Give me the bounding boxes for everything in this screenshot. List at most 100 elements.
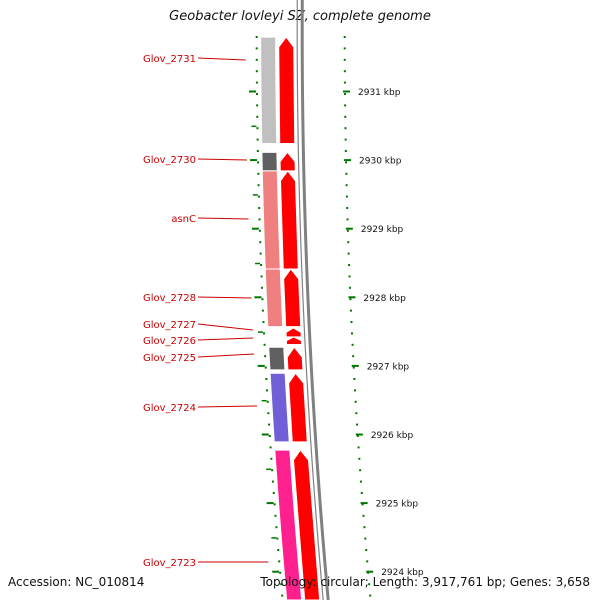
dot-right <box>351 332 354 335</box>
dot-left <box>256 150 259 152</box>
scale-ticks: 2931 kbp 2930 kbp 2929 kbp 2928 kbp 2927 kbp… <box>249 88 424 578</box>
dot-left <box>256 127 259 130</box>
dot-right <box>352 355 355 358</box>
dot-right <box>356 423 359 426</box>
dot-left <box>260 275 263 278</box>
dot-right <box>358 457 361 460</box>
dot-left <box>267 412 270 415</box>
gene-label-Glov_2723: Glov_2723 <box>143 558 196 569</box>
gene-labels: Glov_2731 Glov_2730 asnC Glov_2728 Glov_2727… <box>143 54 269 569</box>
dot-left <box>273 503 276 506</box>
dot-left <box>258 207 261 209</box>
dot-right <box>345 184 348 187</box>
dot-right <box>348 286 351 289</box>
gene-arrow-asnC <box>280 170 299 270</box>
dot-right <box>347 252 350 255</box>
cog-track <box>260 36 303 600</box>
dot-left <box>268 435 271 437</box>
gene-label-Glov_2724: Glov_2724 <box>143 403 196 414</box>
gene-label-asnC: asnC <box>171 214 196 225</box>
cog-block-Glov_2725 <box>268 346 286 371</box>
dot-right <box>357 446 360 449</box>
gene-label-Glov_2730: Glov_2730 <box>143 155 196 166</box>
dot-right <box>365 549 368 551</box>
dot-left <box>261 309 264 312</box>
dot-right <box>344 138 347 141</box>
dot-right <box>349 309 352 312</box>
leader-line <box>197 337 254 341</box>
dot-right <box>354 389 357 392</box>
dot-right <box>344 104 347 107</box>
gene-arrow-Glov_2731 <box>278 36 296 144</box>
dot-right <box>355 412 358 415</box>
scale-label: 2927 kbp <box>367 362 410 372</box>
dot-right <box>351 343 354 346</box>
scale-label: 2928 kbp <box>363 294 406 304</box>
dot-right <box>354 400 357 403</box>
dot-right <box>345 195 348 198</box>
accession-text: Accession: NC_010814 <box>8 575 145 589</box>
backbone-inner <box>296 0 324 600</box>
dot-right <box>343 47 346 50</box>
dot-right <box>344 150 347 152</box>
dot-left <box>255 47 258 50</box>
scale-label: 2930 kbp <box>359 157 402 167</box>
dot-left <box>265 378 268 380</box>
gene-arrow-Glov_2728 <box>283 268 302 328</box>
scale-label: 2931 kbp <box>358 88 401 98</box>
dot-left <box>255 58 258 61</box>
gene-arrow-track <box>278 36 321 600</box>
dot-left <box>271 469 274 472</box>
dot-left <box>275 526 278 529</box>
dot-left <box>274 514 277 517</box>
dot-right <box>346 207 349 209</box>
dot-left <box>259 252 262 255</box>
dot-left <box>271 480 274 483</box>
dot-left <box>257 172 260 175</box>
dot-right <box>343 36 346 38</box>
dot-left <box>259 241 262 244</box>
dot-left <box>255 36 258 38</box>
dot-left <box>256 104 259 107</box>
dot-right <box>361 503 364 506</box>
dot-left <box>256 93 259 95</box>
dot-left <box>263 343 266 346</box>
cog-block-Glov_2724 <box>269 372 290 443</box>
gene-arrow-Glov_2723 <box>292 449 321 600</box>
scale-label: 2925 kbp <box>376 500 419 510</box>
leader-line <box>197 296 252 299</box>
dot-left <box>266 389 269 392</box>
dot-right <box>367 571 370 574</box>
dot-left <box>260 264 263 266</box>
scale-label: 2924 kbp <box>381 568 424 578</box>
backbone-outer <box>300 0 330 600</box>
leader-line <box>197 323 253 331</box>
dot-left <box>257 195 260 198</box>
dot-right <box>343 58 346 61</box>
gene-arrow-Glov_2726 <box>285 336 303 345</box>
dot-right <box>352 366 355 369</box>
dot-right <box>350 321 353 323</box>
dot-right <box>346 218 349 221</box>
dot-left <box>272 492 275 494</box>
dot-left <box>255 70 258 73</box>
dot-right <box>344 93 347 95</box>
dot-left <box>263 332 266 335</box>
gene-label-Glov_2726: Glov_2726 <box>143 336 196 347</box>
dot-left <box>258 229 261 232</box>
dot-right <box>347 241 350 244</box>
dot-right <box>348 275 351 278</box>
dot-left <box>260 286 263 289</box>
gene-arrow-Glov_2727 <box>285 327 302 338</box>
dot-left <box>277 549 280 551</box>
dot-right <box>344 127 347 130</box>
dot-left <box>256 115 259 118</box>
scale-label: 2926 kbp <box>371 431 414 441</box>
leader-line <box>197 158 248 161</box>
gene-arrow-Glov_2724 <box>288 372 308 443</box>
dot-right <box>366 560 369 563</box>
dot-left <box>257 184 260 187</box>
leader-line <box>197 217 249 220</box>
cog-block-Glov_2731 <box>260 36 278 144</box>
